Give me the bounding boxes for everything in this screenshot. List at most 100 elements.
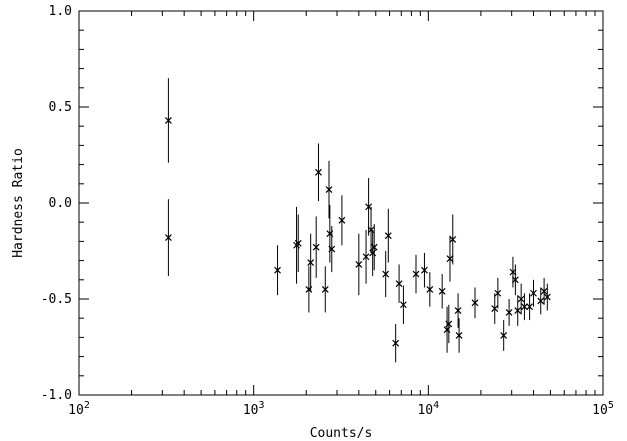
x-marker: [362, 253, 370, 261]
data-point: [370, 224, 378, 271]
x-marker: [494, 289, 502, 297]
data-point: [312, 216, 320, 278]
data-point: [382, 251, 390, 298]
data-point: [399, 285, 407, 324]
x-marker: [500, 332, 508, 339]
x-marker: [395, 280, 403, 288]
y-tick-label: -1.0: [41, 388, 72, 403]
data-point: [438, 274, 446, 309]
x-marker: [530, 289, 537, 297]
x-tick-label: 102: [68, 400, 90, 418]
x-marker: [315, 168, 322, 176]
x-marker: [370, 243, 378, 251]
x-marker: [449, 236, 457, 243]
x-marker: [537, 297, 545, 305]
x-tick-label: 104: [417, 400, 439, 418]
data-point: [421, 252, 428, 288]
x-marker: [367, 226, 375, 234]
x-marker: [426, 285, 434, 293]
data-point: [445, 304, 453, 344]
x-marker: [164, 117, 172, 124]
x-marker: [274, 266, 281, 274]
x-marker: [471, 299, 479, 307]
data-point: [274, 245, 281, 296]
x-marker: [392, 339, 400, 347]
data-point: [500, 320, 508, 351]
data-point: [338, 195, 346, 246]
x-marker: [412, 270, 420, 278]
data-point: [471, 287, 479, 319]
data-point: [321, 266, 329, 313]
data-point: [164, 78, 172, 163]
data-point: [491, 293, 499, 324]
x-marker: [338, 216, 346, 224]
y-tick-label: -0.5: [41, 292, 72, 307]
x-marker: [505, 309, 513, 316]
x-marker: [325, 186, 333, 193]
x-axis-label: Counts/s: [310, 426, 373, 441]
x-marker: [312, 243, 320, 251]
data-point: [526, 293, 534, 321]
data-point: [384, 208, 392, 263]
x-marker: [164, 234, 172, 241]
data-point: [369, 229, 377, 276]
data-point: [543, 283, 551, 311]
x-marker: [526, 303, 534, 311]
x-marker: [455, 332, 463, 339]
y-tick-label: 0.5: [49, 100, 72, 115]
data-point: [537, 287, 545, 315]
x-tick-label: 105: [592, 400, 614, 418]
x-marker: [454, 307, 462, 314]
x-marker: [321, 285, 329, 293]
data-point: [294, 214, 302, 273]
data-point: [530, 279, 537, 307]
x-marker: [382, 270, 390, 278]
data-point: [355, 233, 363, 296]
x-marker: [517, 295, 525, 303]
x-marker: [511, 276, 519, 284]
y-tick-label: 0.0: [49, 196, 72, 211]
data-point: [511, 264, 519, 296]
data-point: [307, 233, 315, 292]
data-point: [521, 293, 528, 321]
x-marker: [540, 287, 548, 295]
x-marker: [514, 307, 522, 314]
data-point: [446, 235, 454, 282]
data-point: [514, 295, 522, 326]
x-marker: [399, 301, 407, 309]
x-marker: [446, 255, 454, 263]
data-point: [505, 299, 513, 326]
data-point: [395, 264, 403, 303]
data-point: [426, 272, 434, 307]
data-point: [325, 160, 333, 219]
x-marker: [421, 266, 428, 274]
plot-frame: [78, 10, 604, 396]
x-marker: [307, 259, 315, 266]
x-marker: [491, 305, 499, 313]
y-axis-label: Hardness Ratio: [11, 148, 26, 258]
data-point: [392, 323, 400, 363]
x-marker: [384, 232, 392, 240]
x-marker: [438, 287, 446, 295]
data-point: [454, 293, 462, 328]
data-points: [164, 78, 551, 363]
data-point: [328, 226, 336, 273]
data-point: [455, 318, 463, 353]
x-marker: [521, 303, 528, 311]
x-tick-label: 103: [243, 400, 265, 418]
x-marker: [365, 203, 373, 211]
x-marker: [543, 293, 551, 301]
data-point: [362, 229, 370, 284]
x-marker: [445, 320, 453, 328]
data-point: [315, 143, 322, 202]
data-point: [449, 214, 457, 265]
y-tick-label: 1.0: [49, 4, 72, 19]
x-marker: [355, 261, 363, 268]
data-point: [540, 277, 548, 305]
x-marker: [328, 245, 336, 253]
x-marker: [294, 239, 302, 247]
data-point: [164, 199, 172, 276]
data-point: [412, 254, 420, 294]
data-point: [494, 277, 502, 309]
